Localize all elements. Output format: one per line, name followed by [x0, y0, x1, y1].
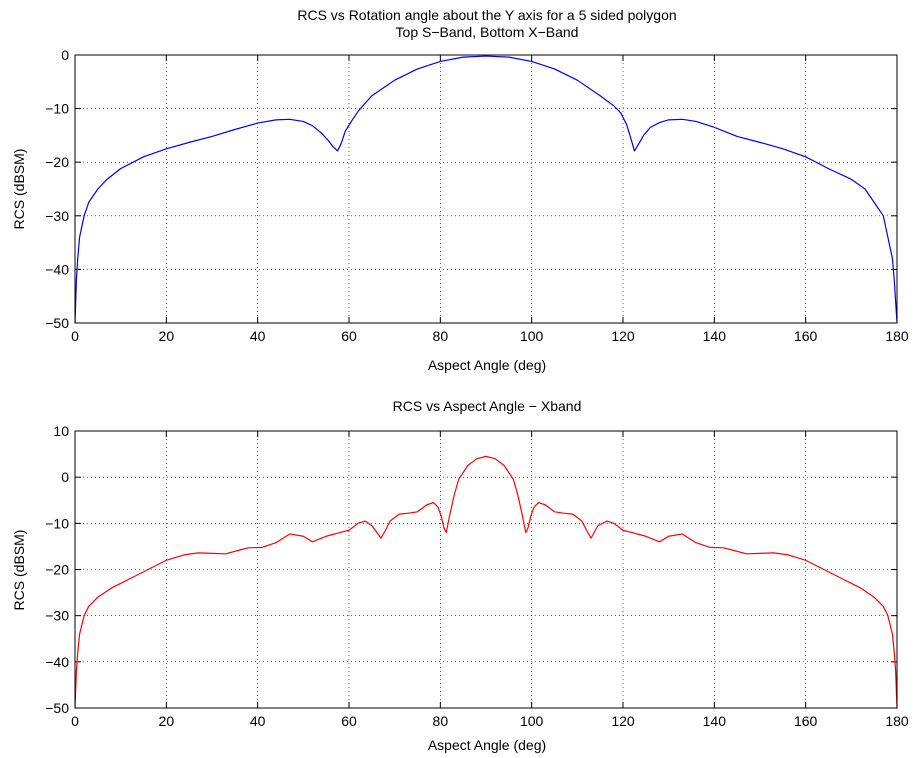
top-x-tick-label: 100 — [520, 328, 544, 344]
bottom-y-tick-label: −20 — [45, 562, 69, 578]
bottom-x-tick-label: 0 — [71, 713, 79, 729]
bottom-x-tick-label: 120 — [611, 713, 635, 729]
bottom-x-tick-label: 160 — [794, 713, 818, 729]
bottom-y-axis-label: RCS (dBSM) — [11, 530, 27, 611]
top-x-axis-label: Aspect Angle (deg) — [428, 357, 546, 373]
top-chart-title-line-1: RCS vs Rotation angle about the Y axis f… — [297, 7, 676, 23]
top-x-tick-label: 120 — [611, 328, 635, 344]
bottom-x-tick-label: 40 — [250, 713, 266, 729]
bottom-y-tick-label: −30 — [45, 608, 69, 624]
bottom-x-tick-label: 100 — [520, 713, 544, 729]
top-x-tick-label: 40 — [250, 328, 266, 344]
top-axes-frame — [74, 54, 898, 324]
top-series-line-0 — [74, 55, 898, 324]
top-chart-title-line-2: Top S−Band, Bottom X−Band — [396, 24, 579, 40]
bottom-y-tick-label: −10 — [45, 515, 69, 531]
bottom-x-axis-label: Aspect Angle (deg) — [428, 737, 546, 753]
top-x-tick-label: 80 — [433, 328, 449, 344]
bottom-y-tick-label: −40 — [45, 654, 69, 670]
bottom-y-tick-label: 10 — [53, 423, 69, 439]
top-x-tick-label: 0 — [71, 328, 79, 344]
bottom-chart-title: RCS vs Aspect Angle − Xband — [393, 398, 582, 414]
top-x-tick-label: 180 — [885, 328, 909, 344]
top-y-tick-label: −10 — [45, 101, 69, 117]
top-x-tick-label: 140 — [703, 328, 727, 344]
bottom-subplot: RCS vs Aspect Angle − Xband 0 20 40 60 80 100… — [11, 398, 909, 753]
top-x-tick-label: 20 — [159, 328, 175, 344]
top-y-tick-label: −40 — [45, 261, 69, 277]
top-subplot: RCS vs Rotation angle about the Y axis f… — [11, 7, 909, 373]
top-y-tick-label: 0 — [61, 47, 69, 63]
bottom-y-tick-label: 0 — [61, 469, 69, 485]
bottom-axes-frame — [74, 430, 898, 709]
top-y-tick-label: −30 — [45, 208, 69, 224]
bottom-x-tick-label: 60 — [341, 713, 357, 729]
top-y-tick-label: −20 — [45, 154, 69, 170]
top-x-tick-label: 60 — [341, 328, 357, 344]
bottom-y-tick-label: −50 — [45, 700, 69, 716]
bottom-x-tick-label: 80 — [433, 713, 449, 729]
top-y-tick-label: −50 — [45, 315, 69, 331]
bottom-series-line-0 — [74, 455, 898, 709]
bottom-x-tick-label: 180 — [885, 713, 909, 729]
bottom-x-tick-label: 140 — [703, 713, 727, 729]
top-y-axis-label: RCS (dBSM) — [11, 149, 27, 230]
top-x-tick-label: 160 — [794, 328, 818, 344]
bottom-x-tick-label: 20 — [159, 713, 175, 729]
